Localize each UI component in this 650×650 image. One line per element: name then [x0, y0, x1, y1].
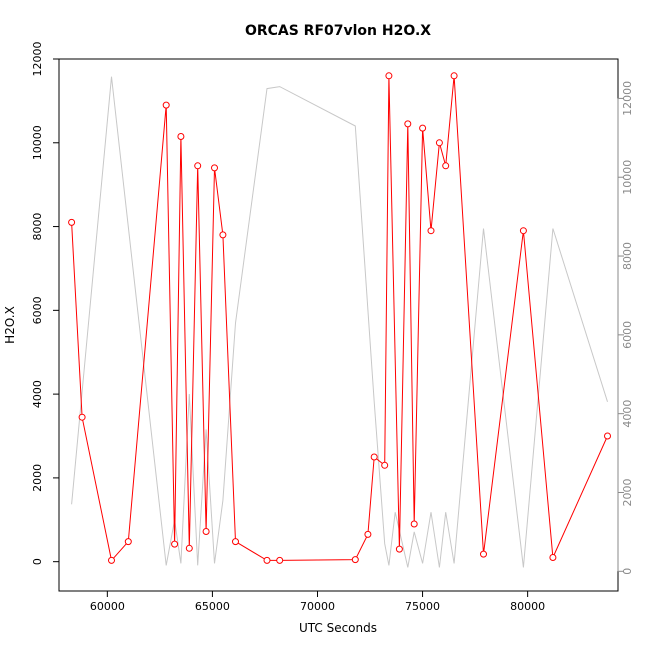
plot-frame — [58, 58, 619, 592]
y2-axis: 0 2000 4000 6000 8000 10000 12000 — [617, 81, 634, 575]
series-1-point-24 — [427, 227, 435, 235]
series-1-point-18 — [381, 461, 389, 469]
series-1-point-8 — [194, 162, 202, 170]
x-axis-label: UTC Seconds — [299, 621, 377, 635]
y2-tick-label: 6000 — [621, 321, 634, 349]
x-tick-label: 75000 — [405, 600, 440, 613]
y2-tick-label: 10000 — [621, 160, 634, 195]
series-1-point-15 — [351, 556, 359, 564]
y2-tick-label: 0 — [621, 568, 634, 575]
series-1-point-31 — [604, 432, 611, 440]
series-1-point-7 — [185, 544, 193, 552]
y2-tick-label: 2000 — [621, 478, 634, 506]
series-1-point-17 — [370, 453, 378, 461]
y2-tick-label: 4000 — [621, 400, 634, 428]
x-axis: 60000 65000 70000 75000 80000 — [90, 590, 545, 613]
series-1-point-29 — [519, 227, 527, 235]
series-1-point-27 — [450, 72, 458, 80]
y-tick-label: 8000 — [31, 213, 44, 241]
series-1-point-23 — [419, 124, 427, 132]
y-tick-label: 10000 — [31, 125, 44, 160]
series-1-point-0 — [68, 218, 76, 226]
series-1-point-26 — [442, 162, 450, 170]
y-tick-label: 2000 — [31, 464, 44, 492]
y-tick-label: 12000 — [31, 42, 44, 77]
series-1-point-16 — [364, 530, 372, 538]
x-tick-label: 60000 — [90, 600, 125, 613]
series-1-point-1 — [78, 413, 86, 421]
series-1-point-11 — [219, 231, 227, 239]
series-1-point-21 — [404, 120, 412, 128]
series-1-point-25 — [435, 139, 443, 147]
y-axis: 0 2000 4000 6000 8000 10000 12000 — [31, 42, 60, 565]
series-1-point-6 — [177, 133, 185, 140]
series-1-point-28 — [480, 550, 487, 558]
series-1-point-10 — [211, 164, 218, 172]
x-tick-label: 70000 — [300, 600, 335, 613]
series-1-point-9 — [202, 528, 210, 535]
series-1-point-12 — [232, 538, 239, 546]
y-axis-label: H2O.X — [3, 306, 17, 344]
series-1-point-5 — [171, 540, 179, 548]
series-1-point-20 — [395, 545, 403, 553]
x-tick-label: 80000 — [510, 600, 545, 613]
x-tick-label: 65000 — [195, 600, 230, 613]
chart-title: ORCAS RF07vlon H2O.X — [245, 23, 431, 39]
series-1-point-19 — [385, 72, 393, 80]
series-1-point-30 — [549, 554, 557, 561]
series-1-point-3 — [124, 538, 132, 546]
series-1-point-2 — [108, 556, 115, 564]
y-tick-label: 4000 — [31, 380, 44, 408]
y-tick-label: 6000 — [31, 296, 44, 324]
series-2-line — [71, 76, 608, 568]
series-1-line — [71, 75, 608, 562]
y-tick-label: 0 — [31, 558, 44, 565]
series-1-point-22 — [410, 520, 418, 528]
y2-tick-label: 8000 — [621, 242, 634, 270]
series-1-point-14 — [276, 556, 284, 564]
series-1-point-13 — [263, 556, 271, 564]
series-layer — [68, 72, 611, 568]
series-1-point-4 — [162, 101, 170, 109]
y2-tick-label: 12000 — [621, 81, 634, 116]
